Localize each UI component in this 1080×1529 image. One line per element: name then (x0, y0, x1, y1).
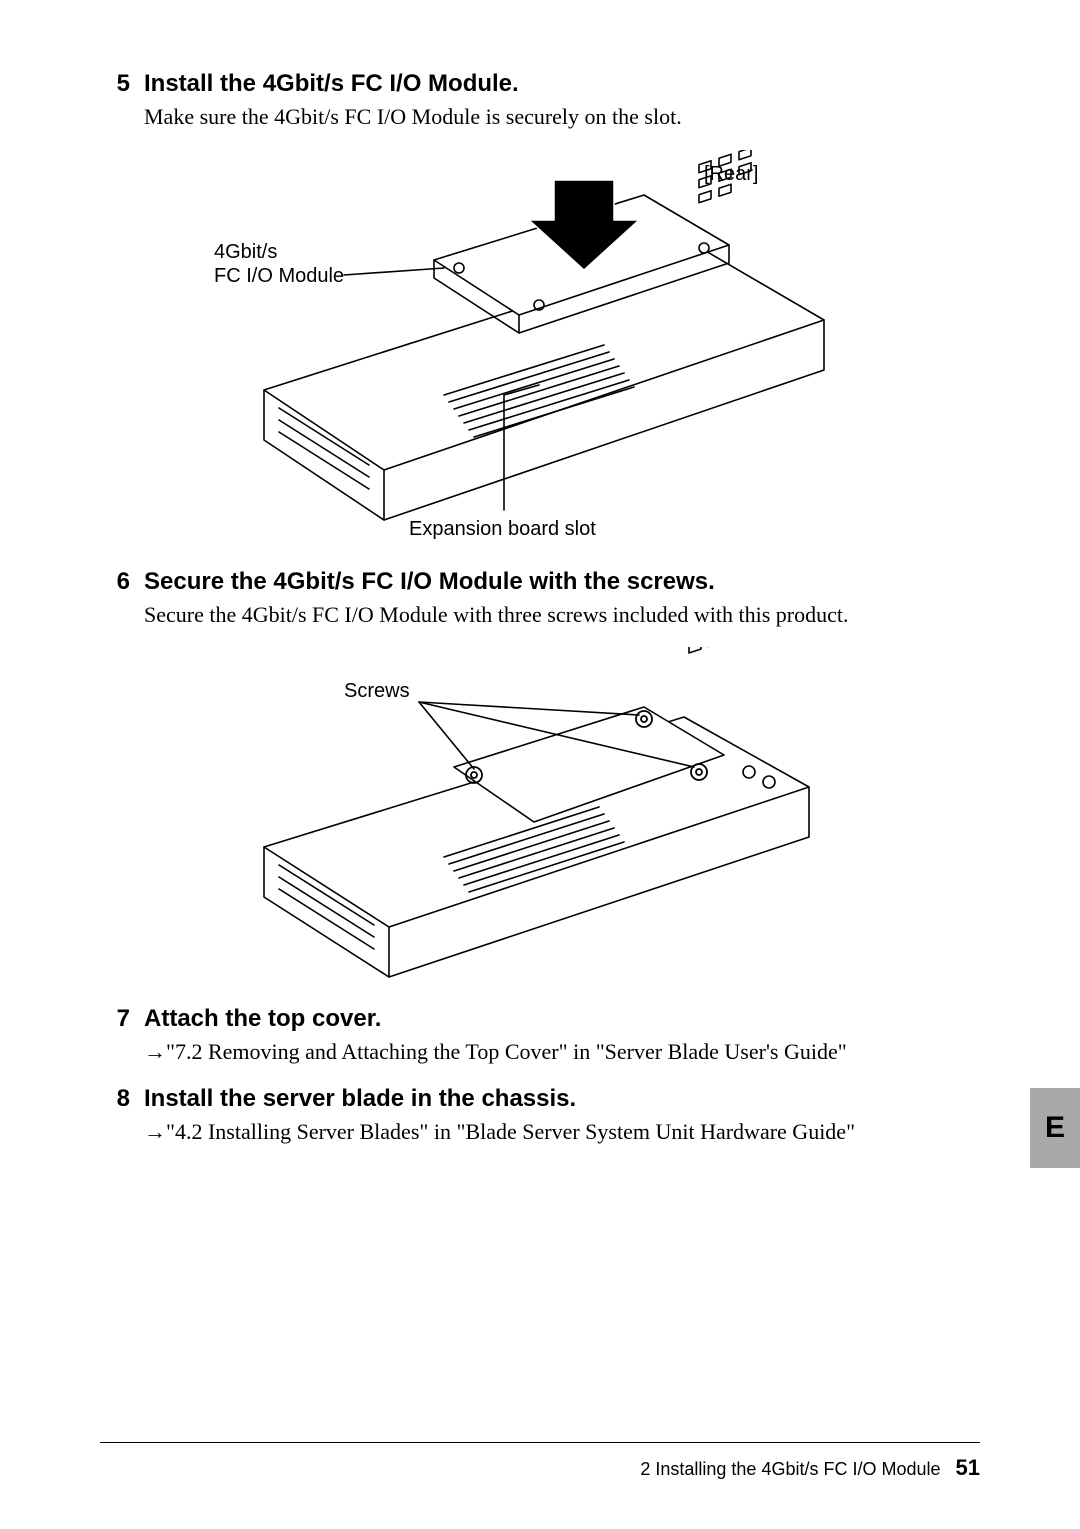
step-body: →"4.2 Installing Server Blades" in "Blad… (144, 1117, 980, 1147)
step-title: Attach the top cover. (144, 1005, 381, 1033)
step-body: Make sure the 4Gbit/s FC I/O Module is s… (144, 102, 980, 132)
section-tab: E (1030, 1088, 1080, 1168)
step-7: 7 Attach the top cover. →"7.2 Removing a… (100, 1005, 980, 1067)
figure-install-module: 4Gbit/s FC I/O Module [Rear] Expansion b… (144, 150, 980, 550)
page-number: 51 (956, 1455, 980, 1480)
step-5: 5 Install the 4Gbit/s FC I/O Module. Mak… (100, 70, 980, 132)
figure-secure-screws: Screws (144, 647, 980, 987)
footer: 2 Installing the 4Gbit/s FC I/O Module 5… (640, 1455, 980, 1481)
page: 5 Install the 4Gbit/s FC I/O Module. Mak… (0, 0, 1080, 1529)
footer-text: 2 Installing the 4Gbit/s FC I/O Module (640, 1459, 940, 1479)
step-6: 6 Secure the 4Gbit/s FC I/O Module with … (100, 568, 980, 630)
step-number: 6 (100, 568, 144, 596)
step-title: Install the 4Gbit/s FC I/O Module. (144, 70, 519, 98)
step-number: 7 (100, 1005, 144, 1033)
figure1-label-module-l1: 4Gbit/s (214, 241, 277, 263)
step-number: 5 (100, 70, 144, 98)
figure1-label-module-l2: FC I/O Module (214, 265, 344, 287)
step-8: 8 Install the server blade in the chassi… (100, 1085, 980, 1147)
figure1-label-rear: [Rear] (704, 163, 758, 185)
step-title: Install the server blade in the chassis. (144, 1085, 576, 1113)
step-body: Secure the 4Gbit/s FC I/O Module with th… (144, 600, 980, 630)
figure1-label-slot: Expansion board slot (409, 518, 596, 540)
step-body: →"7.2 Removing and Attaching the Top Cov… (144, 1037, 980, 1067)
figure2-label-screws: Screws (344, 680, 410, 702)
step-title: Secure the 4Gbit/s FC I/O Module with th… (144, 568, 715, 596)
step-number: 8 (100, 1085, 144, 1113)
footer-rule (100, 1442, 980, 1443)
